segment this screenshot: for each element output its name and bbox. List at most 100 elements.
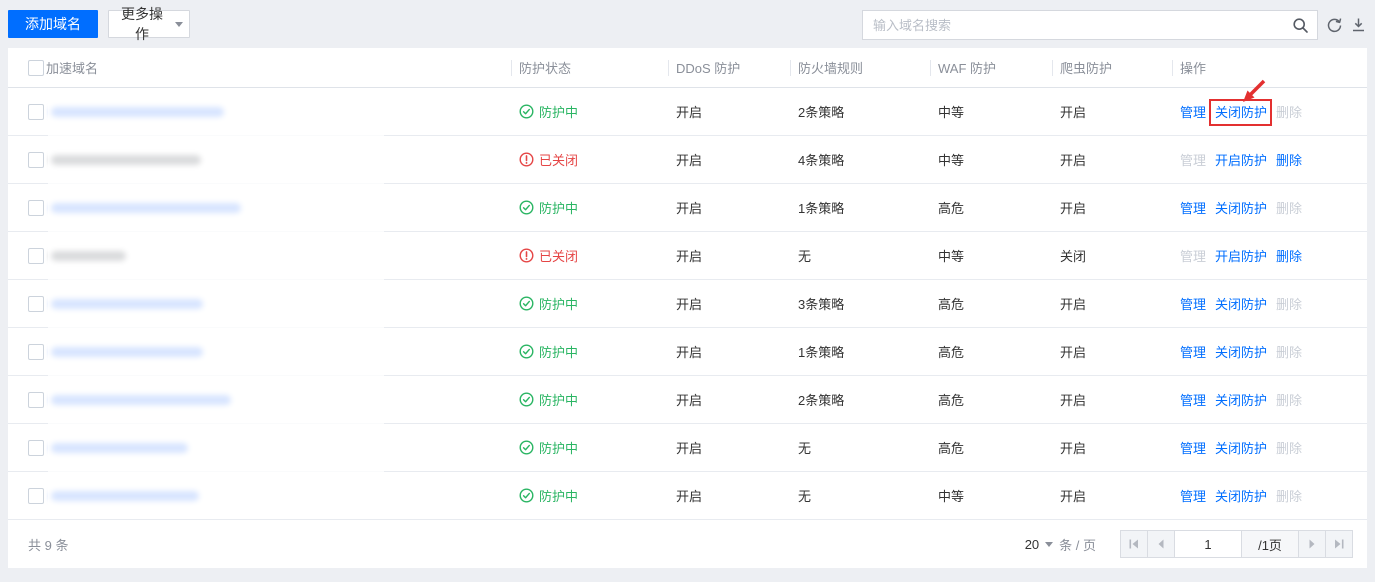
- cell-waf: 中等: [938, 489, 965, 504]
- cell-firewall: 无: [798, 249, 812, 264]
- domain-cell: [46, 490, 511, 501]
- page-number-input[interactable]: [1174, 530, 1242, 558]
- status-badge: 防护中: [511, 294, 668, 313]
- cell-actions: 管理 关闭防护 删除: [1172, 294, 1367, 313]
- action-link[interactable]: 开启防护: [1215, 249, 1268, 264]
- search-icon[interactable]: [1283, 11, 1317, 39]
- status-ok-icon: [519, 440, 534, 455]
- cell-crawler: 开启: [1060, 393, 1087, 408]
- action-link: 删除: [1276, 489, 1303, 504]
- action-link[interactable]: 关闭防护: [1215, 489, 1268, 504]
- more-actions-button[interactable]: 更多操作: [108, 6, 190, 42]
- cell-ddos: 开启: [676, 201, 703, 216]
- domain-cell: [46, 346, 511, 357]
- row-checkbox[interactable]: [28, 247, 44, 264]
- cell-waf: 中等: [938, 249, 965, 264]
- table-body: 防护中 开启 2条策略 中等 开启 管理 关闭防护 删除 已关闭 开启 4条策略 中…: [8, 88, 1367, 520]
- cell-crawler: 开启: [1060, 105, 1087, 120]
- cell-actions: 管理 开启防护 删除: [1172, 150, 1367, 169]
- action-link[interactable]: 管理: [1180, 297, 1207, 312]
- table-row: 已关闭 开启 4条策略 中等 开启 管理 开启防护 删除: [8, 136, 1367, 184]
- action-link[interactable]: 删除: [1276, 153, 1303, 168]
- cell-waf: 高危: [938, 201, 965, 216]
- domain-redacted[interactable]: [51, 442, 188, 453]
- row-checkbox[interactable]: [28, 151, 44, 168]
- domain-redacted[interactable]: [51, 106, 224, 117]
- cell-crawler: 开启: [1060, 345, 1087, 360]
- status-label: 防护中: [539, 105, 579, 120]
- row-checkbox[interactable]: [28, 439, 44, 456]
- row-checkbox[interactable]: [28, 103, 44, 120]
- cell-ddos: 开启: [676, 105, 703, 120]
- cell-ddos: 开启: [676, 153, 703, 168]
- row-checkbox[interactable]: [28, 487, 44, 504]
- prev-page-button[interactable]: [1147, 530, 1175, 558]
- action-link: 删除: [1276, 345, 1303, 360]
- status-label: 已关闭: [539, 249, 579, 264]
- domain-redacted[interactable]: [51, 298, 203, 309]
- cell-waf: 高危: [938, 393, 965, 408]
- status-badge: 防护中: [511, 342, 668, 361]
- row-checkbox[interactable]: [28, 343, 44, 360]
- action-link[interactable]: 管理: [1180, 441, 1207, 456]
- action-link[interactable]: 管理: [1180, 105, 1207, 120]
- action-link[interactable]: 管理: [1180, 489, 1207, 504]
- status-badge: 防护中: [511, 198, 668, 217]
- pagination: 20 条 / 页 /1页: [1025, 530, 1353, 558]
- action-link[interactable]: 关闭防护: [1215, 201, 1268, 216]
- next-page-button[interactable]: [1298, 530, 1326, 558]
- action-link[interactable]: 关闭防护: [1215, 441, 1268, 456]
- status-badge: 防护中: [511, 438, 668, 457]
- cell-ddos: 开启: [676, 249, 703, 264]
- chevron-down-icon: [1045, 541, 1054, 547]
- select-all-checkbox[interactable]: [28, 59, 44, 76]
- row-checkbox[interactable]: [28, 391, 44, 408]
- refresh-icon[interactable]: [1323, 14, 1345, 36]
- page-size-value: 20: [1024, 536, 1040, 552]
- download-icon[interactable]: [1347, 14, 1369, 36]
- chevron-down-icon: [175, 21, 183, 27]
- cell-crawler: 开启: [1060, 297, 1087, 312]
- col-header-status: 防护状态: [511, 58, 668, 77]
- action-link[interactable]: 管理: [1180, 345, 1207, 360]
- status-warn-icon: [519, 152, 534, 167]
- cell-crawler: 开启: [1060, 489, 1087, 504]
- cell-ddos: 开启: [676, 393, 703, 408]
- action-link: 删除: [1276, 201, 1303, 216]
- cell-actions: 管理 关闭防护 删除: [1172, 390, 1367, 409]
- action-link[interactable]: 管理: [1180, 201, 1207, 216]
- first-page-button[interactable]: [1120, 530, 1148, 558]
- cell-ddos: 开启: [676, 441, 703, 456]
- row-checkbox[interactable]: [28, 199, 44, 216]
- action-link[interactable]: 关闭防护: [1215, 345, 1268, 360]
- action-link[interactable]: 关闭防护: [1215, 393, 1268, 408]
- status-warn-icon: [519, 248, 534, 263]
- cell-firewall: 2条策略: [798, 393, 845, 408]
- cell-firewall: 3条策略: [798, 297, 845, 312]
- action-link[interactable]: 关闭防护: [1215, 105, 1268, 120]
- search-input[interactable]: [863, 11, 1283, 39]
- domain-redacted[interactable]: [51, 346, 203, 357]
- domain-redacted[interactable]: [51, 394, 231, 405]
- action-link[interactable]: 删除: [1276, 249, 1303, 264]
- add-domain-button[interactable]: 添加域名: [8, 10, 98, 38]
- action-link[interactable]: 关闭防护: [1215, 297, 1268, 312]
- domain-redacted[interactable]: [51, 202, 241, 213]
- cell-ddos: 开启: [676, 345, 703, 360]
- page-size-select[interactable]: 20: [1024, 536, 1054, 552]
- status-label: 防护中: [539, 297, 579, 312]
- table-header: 加速域名 防护状态 DDoS 防护 防火墙规则 WAF 防护 爬虫防护 操作: [8, 48, 1367, 88]
- row-checkbox[interactable]: [28, 295, 44, 312]
- last-page-button[interactable]: [1325, 530, 1353, 558]
- action-link[interactable]: 管理: [1180, 393, 1207, 408]
- domain-redacted[interactable]: [51, 490, 199, 501]
- cell-crawler: 开启: [1060, 441, 1087, 456]
- action-link[interactable]: 开启防护: [1215, 153, 1268, 168]
- col-header-waf: WAF 防护: [930, 58, 1052, 77]
- status-badge: 已关闭: [511, 246, 668, 265]
- cell-waf: 中等: [938, 153, 965, 168]
- table-row: 防护中 开启 2条策略 高危 开启 管理 关闭防护 删除: [8, 376, 1367, 424]
- page-total-label: /1页: [1241, 530, 1299, 558]
- status-label: 防护中: [539, 201, 579, 216]
